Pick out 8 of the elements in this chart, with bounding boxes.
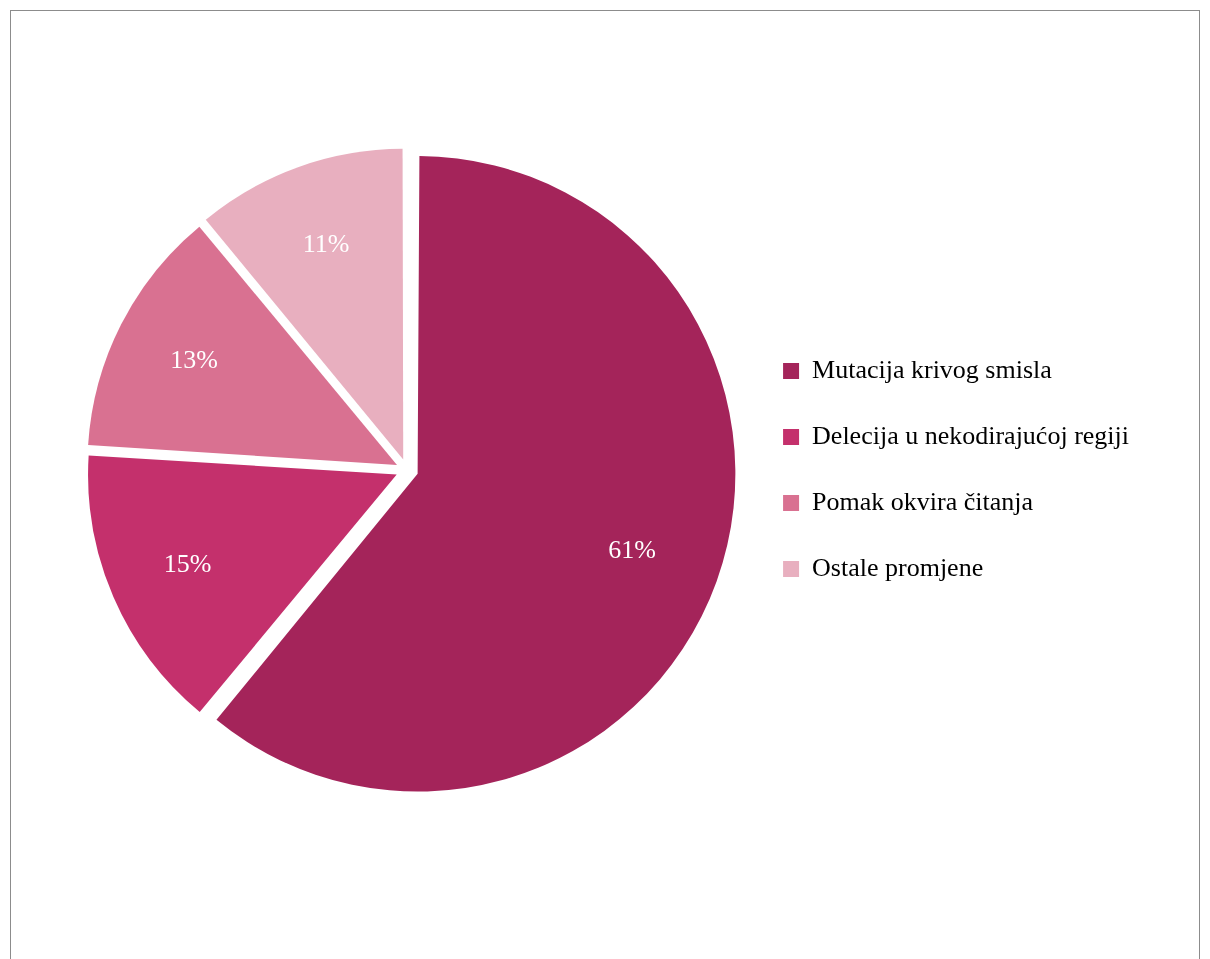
data-label: 13% <box>170 345 218 375</box>
data-label: 15% <box>163 548 212 578</box>
data-label: 61% <box>608 534 656 564</box>
data-label: 11% <box>302 228 350 258</box>
legend-label: Delecija u nekodirajućoj regiji <box>812 420 1130 450</box>
legend-label: Ostale promjene <box>812 552 984 582</box>
legend-label: Pomak okvira čitanja <box>812 486 1034 516</box>
legend-label: Mutacija krivog smisla <box>812 354 1053 384</box>
